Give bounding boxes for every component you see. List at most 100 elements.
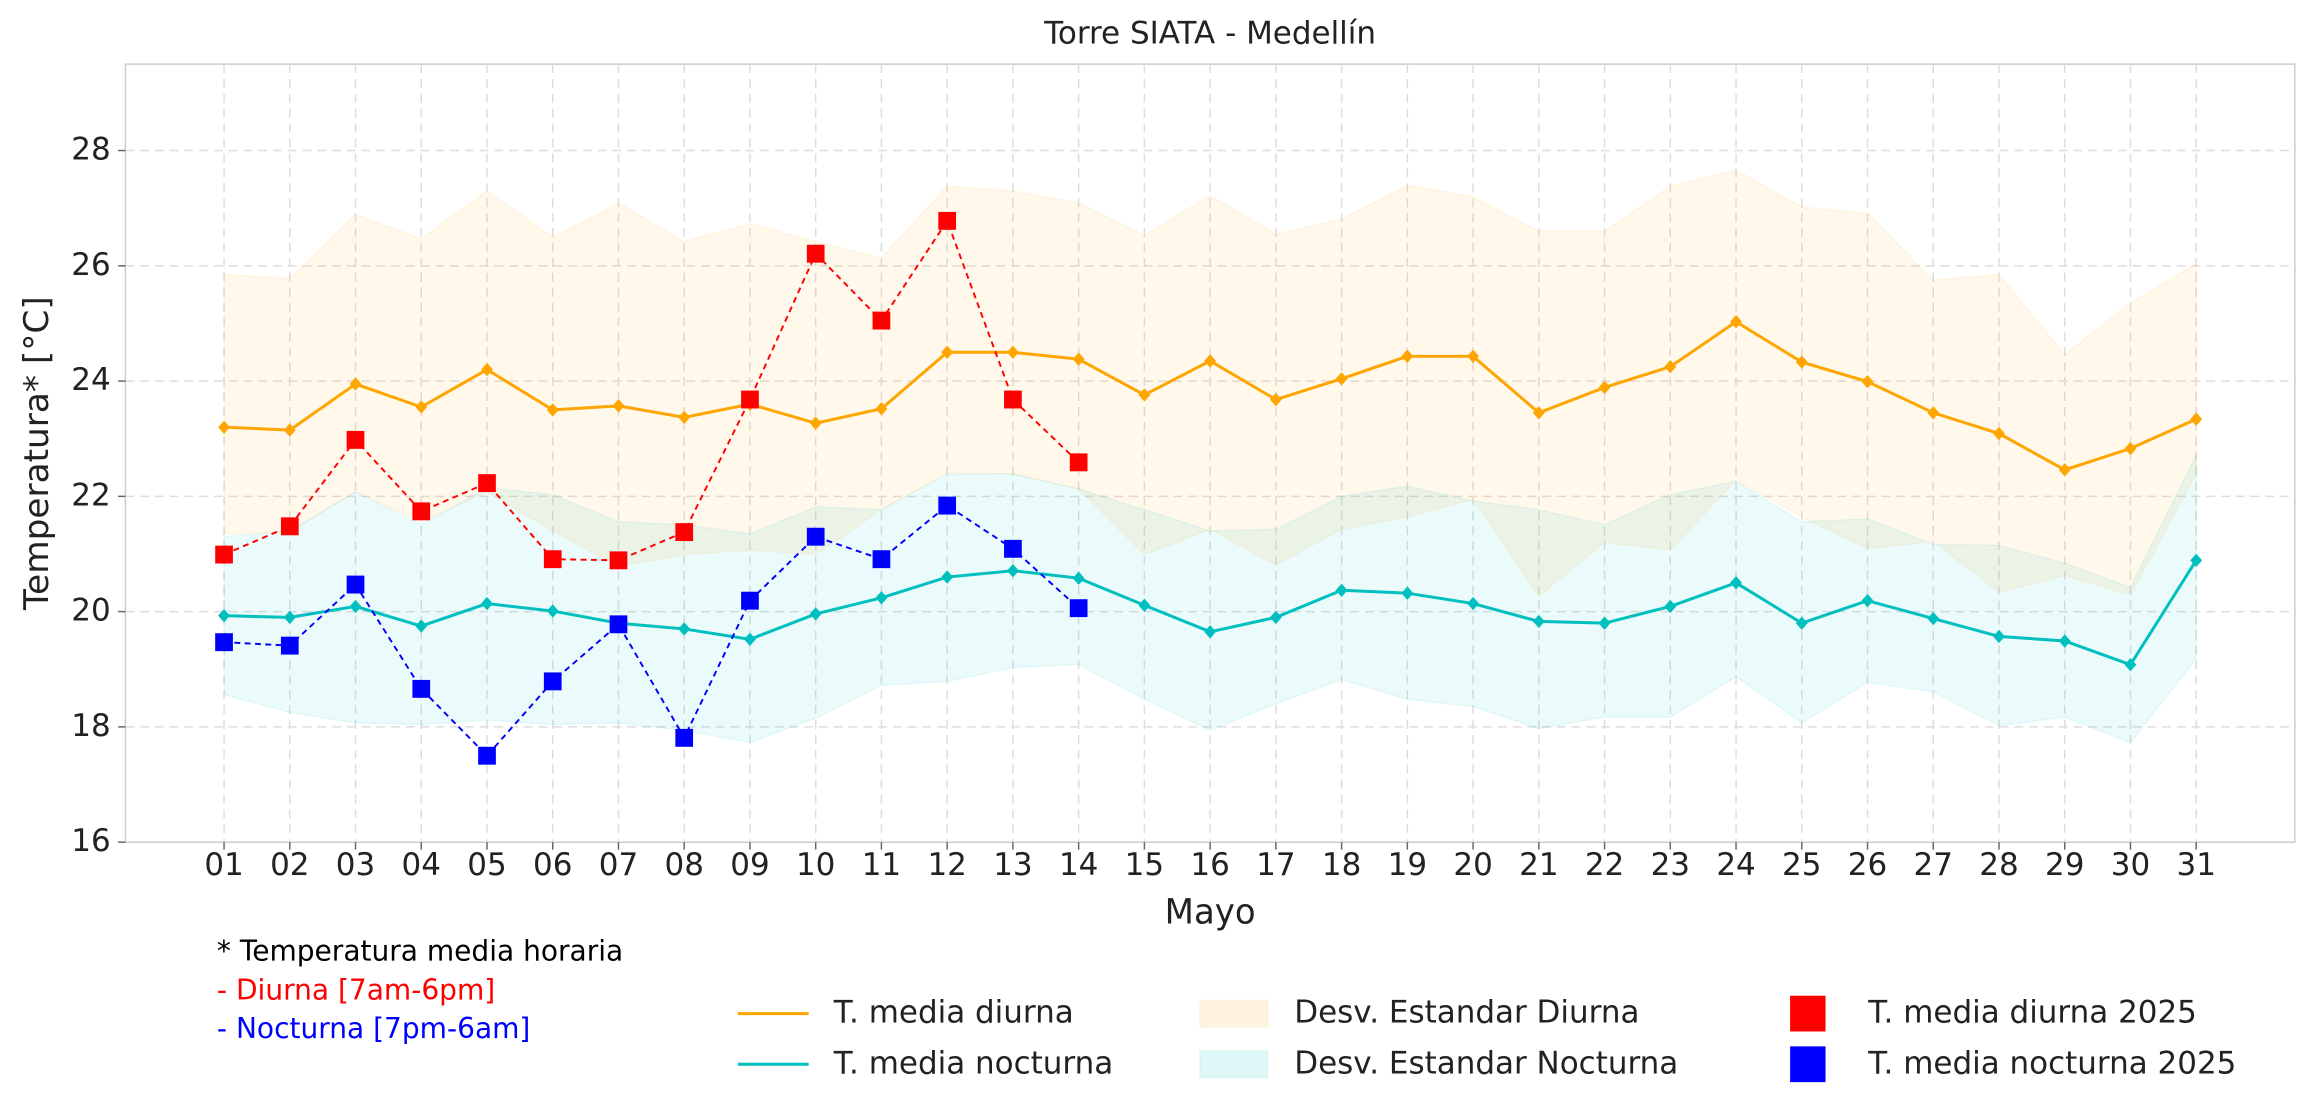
diamond-marker bbox=[1335, 372, 1348, 386]
dashed-line bbox=[223, 218, 1080, 562]
diamond-marker bbox=[809, 416, 822, 430]
std-band bbox=[223, 454, 2197, 744]
x-tick-label: 17 bbox=[1256, 847, 1295, 883]
legend-swatch bbox=[1790, 995, 1826, 1032]
diamond-marker bbox=[1401, 349, 1414, 364]
square-marker bbox=[938, 496, 957, 515]
x-tick-label: 27 bbox=[1914, 847, 1953, 883]
x-tick-label: 10 bbox=[796, 847, 835, 883]
diamond-marker bbox=[744, 632, 756, 647]
x-tick-label: 18 bbox=[1322, 847, 1361, 883]
square-marker bbox=[675, 523, 694, 542]
y-tick-label: 28 bbox=[71, 131, 110, 167]
annotation: * Temperatura media horaria bbox=[217, 934, 623, 967]
diamond-marker bbox=[1861, 374, 1874, 389]
x-tick-label: 05 bbox=[467, 847, 506, 883]
square-marker bbox=[412, 502, 431, 521]
square-marker bbox=[478, 474, 496, 493]
diamond-marker bbox=[678, 410, 691, 425]
legend-label: T. media nocturna 2025 bbox=[1867, 1045, 2236, 1081]
diamond-marker bbox=[1072, 352, 1085, 366]
square-marker bbox=[478, 746, 496, 765]
diamond-marker bbox=[941, 345, 954, 359]
square-marker bbox=[938, 211, 957, 230]
square-marker bbox=[1004, 539, 1022, 558]
square-marker bbox=[806, 244, 825, 263]
x-tick-label: 26 bbox=[1848, 847, 1887, 883]
square-marker bbox=[741, 591, 759, 610]
x-tick-label: 02 bbox=[270, 847, 309, 883]
diamond-marker bbox=[1138, 388, 1151, 402]
diamond-marker bbox=[612, 399, 625, 413]
legend-swatch bbox=[1199, 999, 1269, 1028]
x-tick-label: 07 bbox=[599, 847, 638, 883]
square-marker bbox=[215, 545, 233, 564]
x-tick-label: 01 bbox=[204, 847, 243, 883]
x-tick-label: 20 bbox=[1453, 847, 1492, 883]
square-marker bbox=[872, 311, 891, 330]
x-tick-label: 22 bbox=[1585, 847, 1624, 883]
y-tick-label: 16 bbox=[71, 823, 110, 859]
square-marker bbox=[609, 551, 628, 570]
x-tick-label: 15 bbox=[1125, 847, 1164, 883]
square-marker bbox=[609, 615, 628, 634]
diamond-marker bbox=[1138, 598, 1151, 612]
square-marker bbox=[280, 636, 299, 655]
x-tick-label: 09 bbox=[730, 847, 769, 883]
x-tick-label: 03 bbox=[336, 847, 375, 883]
square-marker bbox=[346, 575, 365, 594]
square-marker bbox=[675, 728, 694, 747]
diamond-marker bbox=[283, 423, 296, 437]
diamond-marker bbox=[1730, 315, 1742, 329]
diamond-marker bbox=[415, 400, 428, 414]
x-tick-label: 04 bbox=[402, 847, 441, 883]
diamond-marker bbox=[1795, 355, 1808, 369]
x-axis-label: Mayo bbox=[1165, 892, 1256, 932]
square-marker bbox=[280, 517, 299, 536]
square-marker bbox=[741, 390, 759, 409]
x-tick-label: 25 bbox=[1782, 847, 1821, 883]
square-marker bbox=[543, 672, 562, 691]
square-marker bbox=[346, 430, 365, 449]
chart-title: Torre SIATA - Medellín bbox=[1043, 15, 1376, 51]
legend-label: T. media diurna 2025 bbox=[1867, 994, 2197, 1030]
square-marker bbox=[543, 550, 562, 569]
diamond-marker bbox=[1007, 345, 1019, 359]
diamond-marker bbox=[1993, 426, 2005, 441]
x-tick-label: 06 bbox=[533, 847, 572, 883]
diamond-marker bbox=[941, 570, 954, 584]
diamond-marker bbox=[2124, 657, 2137, 672]
legend-label: Desv. Estandar Diurna bbox=[1294, 994, 1639, 1030]
x-tick-label: 16 bbox=[1190, 847, 1229, 883]
x-tick-label: 21 bbox=[1519, 847, 1558, 883]
square-marker bbox=[806, 527, 825, 546]
square-marker bbox=[1069, 453, 1088, 472]
std-band bbox=[223, 169, 2197, 598]
legend-label: T. media nocturna bbox=[833, 1045, 1113, 1081]
y-tick-label: 18 bbox=[71, 708, 110, 744]
x-tick-label: 24 bbox=[1716, 847, 1755, 883]
y-tick-label: 26 bbox=[71, 247, 110, 283]
x-tick-label: 13 bbox=[993, 847, 1032, 883]
x-tick-label: 14 bbox=[1059, 847, 1098, 883]
legend-swatch bbox=[1199, 1050, 1269, 1079]
y-tick-label: 20 bbox=[71, 593, 110, 629]
x-tick-label: 11 bbox=[862, 847, 901, 883]
annotation: - Nocturna [7pm-6am] bbox=[217, 1012, 530, 1045]
square-marker bbox=[215, 633, 233, 652]
diamond-marker bbox=[2058, 463, 2071, 477]
diamond-marker bbox=[1204, 625, 1217, 639]
legend-label: T. media diurna bbox=[833, 994, 1074, 1030]
x-tick-label: 19 bbox=[1388, 847, 1427, 883]
x-tick-label: 08 bbox=[665, 847, 704, 883]
x-tick-label: 12 bbox=[927, 847, 966, 883]
x-tick-label: 31 bbox=[2177, 847, 2216, 883]
diamond-marker bbox=[1664, 359, 1677, 374]
dashed-line bbox=[223, 504, 1080, 758]
diamond-marker bbox=[1532, 614, 1545, 629]
y-tick-label: 24 bbox=[71, 362, 110, 398]
annotation: - Diurna [7am-6pm] bbox=[217, 973, 495, 1006]
diamond-marker bbox=[1598, 380, 1611, 395]
x-tick-label: 28 bbox=[1979, 847, 2018, 883]
